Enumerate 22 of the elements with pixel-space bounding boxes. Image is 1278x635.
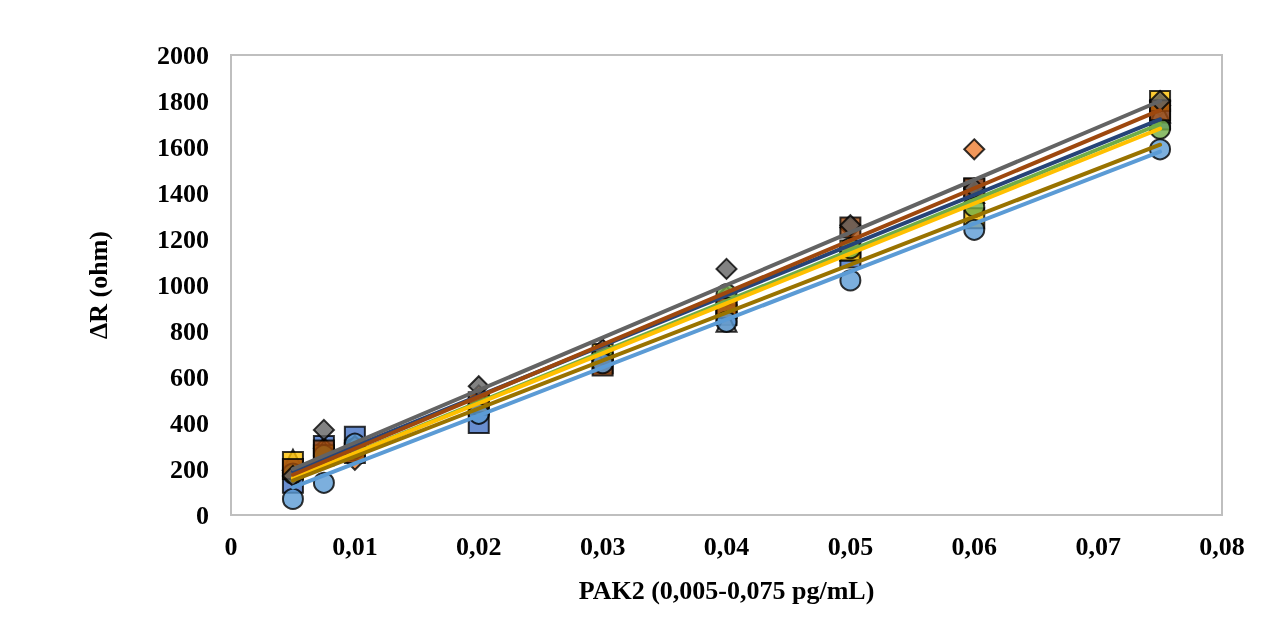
y-tick-label: 600 (170, 362, 209, 392)
x-tick-label: 0,05 (827, 531, 874, 561)
y-tick-label: 1600 (157, 132, 209, 162)
y-tick-label: 1400 (157, 178, 209, 208)
y-tick-label: 1800 (157, 86, 209, 116)
y-tick-label: 1200 (157, 224, 209, 254)
y-tick-label: 200 (170, 454, 209, 484)
y-tick-label: 1000 (157, 270, 209, 300)
x-tick-label: 0,01 (332, 531, 378, 561)
x-tick-label: 0 (224, 531, 238, 561)
x-axis-title: PAK2 (0,005-0,075 pg/mL) (578, 575, 875, 605)
x-tick-label: 0,07 (1075, 531, 1121, 561)
y-tick-label: 0 (196, 500, 209, 530)
y-tick-label: 400 (170, 408, 209, 438)
x-tick-label: 0,08 (1199, 531, 1245, 561)
x-tick-label: 0,06 (951, 531, 997, 561)
x-tick-label: 0,02 (456, 531, 502, 561)
y-tick-label: 2000 (157, 40, 209, 70)
x-tick-label: 0,04 (703, 531, 750, 561)
y-axis-title: ΔR (ohm) (83, 230, 113, 340)
x-tick-label: 0,03 (579, 531, 626, 561)
y-tick-label: 800 (170, 316, 209, 346)
